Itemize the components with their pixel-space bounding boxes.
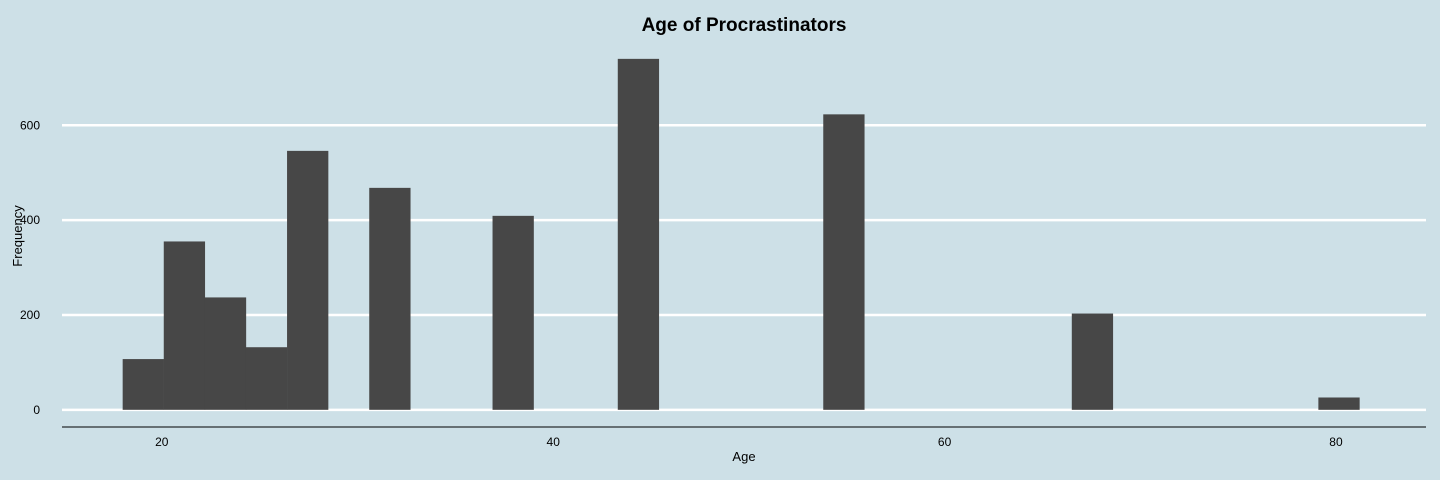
histogram-bar-6	[492, 215, 534, 410]
x-tick-label: 80	[1329, 435, 1343, 449]
y-tick-label: 600	[20, 118, 40, 132]
histogram-bar-8	[823, 114, 865, 410]
histogram-bar-2	[204, 297, 247, 410]
y-axis-label: Frequency	[10, 205, 25, 267]
x-tick-label: 40	[547, 435, 561, 449]
histogram-bar-7	[617, 58, 660, 410]
histogram-bar-4	[287, 150, 329, 410]
histogram-bar-3	[245, 347, 288, 410]
y-tick-labels: 0 200 400 600	[20, 118, 40, 417]
y-tick-label: 0	[33, 403, 40, 417]
histogram-bar-5	[369, 187, 411, 410]
x-tick-label: 60	[938, 435, 952, 449]
histogram-bar-10	[1318, 397, 1360, 410]
x-tick-label: 20	[155, 435, 169, 449]
histogram-bar-0	[122, 359, 164, 410]
y-tick-label: 400	[20, 213, 40, 227]
histogram-bar-1	[163, 241, 206, 410]
histogram-bar-9	[1071, 313, 1114, 410]
chart-title: Age of Procrastinators	[642, 15, 847, 36]
x-axis-label: Age	[732, 449, 755, 464]
x-tick-labels: 20 40 60 80	[155, 435, 1343, 449]
bars	[122, 58, 1360, 410]
y-tick-label: 200	[20, 308, 40, 322]
